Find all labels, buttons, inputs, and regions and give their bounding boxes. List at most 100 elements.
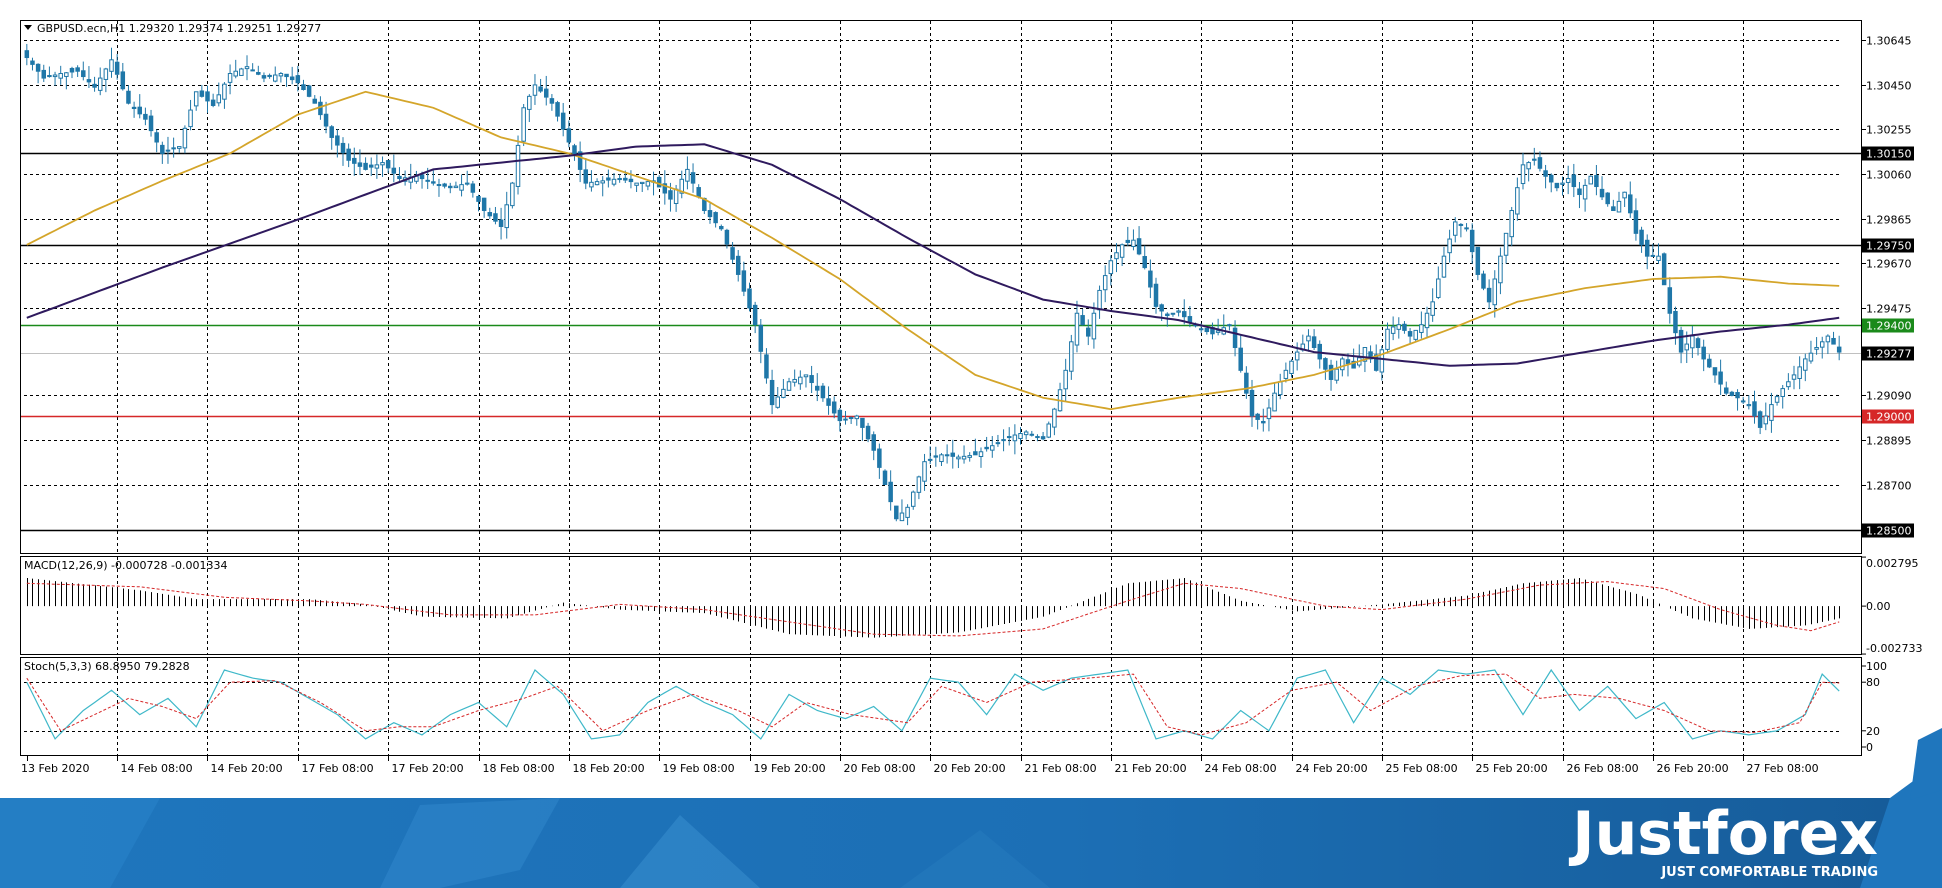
candle-body bbox=[1362, 347, 1368, 362]
candle-body bbox=[69, 67, 75, 73]
candle-body bbox=[1249, 389, 1255, 417]
candle-body bbox=[222, 83, 227, 100]
candle bbox=[555, 100, 560, 122]
candle-body bbox=[1368, 351, 1373, 360]
candle-body bbox=[1729, 391, 1735, 396]
candle bbox=[1656, 243, 1661, 264]
candle-body bbox=[1599, 188, 1605, 198]
time-label: 24 Feb 20:00 bbox=[1296, 762, 1368, 775]
candle bbox=[752, 301, 758, 334]
candle-body bbox=[1724, 387, 1729, 394]
candle-body bbox=[131, 106, 137, 110]
level-badge-label: 1.29277 bbox=[1866, 348, 1912, 361]
candle-body bbox=[340, 142, 346, 154]
candle bbox=[1763, 402, 1769, 431]
candle bbox=[1650, 243, 1656, 257]
candle-body bbox=[798, 376, 803, 385]
candle-body bbox=[1757, 411, 1763, 428]
candle-body bbox=[1029, 433, 1035, 436]
candle-body bbox=[639, 181, 645, 184]
candle-body bbox=[1289, 360, 1294, 374]
candle bbox=[933, 446, 939, 467]
candle-body bbox=[538, 86, 543, 92]
candle bbox=[1831, 331, 1836, 345]
candle bbox=[131, 101, 137, 118]
candle-body bbox=[1673, 310, 1678, 334]
candle-body bbox=[284, 73, 289, 78]
candle-body bbox=[990, 445, 995, 451]
candle bbox=[1334, 360, 1339, 384]
candle-body bbox=[1554, 182, 1560, 189]
candle bbox=[97, 67, 103, 96]
candle-body bbox=[126, 90, 131, 104]
candle-body bbox=[289, 76, 295, 81]
candle bbox=[1238, 335, 1243, 373]
candle-body bbox=[148, 115, 154, 132]
candle-body bbox=[843, 418, 848, 421]
candle bbox=[820, 383, 826, 402]
candle-body bbox=[1153, 283, 1159, 307]
candle bbox=[323, 101, 329, 134]
candle bbox=[1294, 342, 1300, 371]
candle bbox=[1707, 354, 1712, 369]
candle bbox=[894, 505, 899, 522]
price-tick-label: 1.30645 bbox=[1866, 35, 1912, 48]
candle bbox=[978, 447, 984, 468]
candle bbox=[837, 407, 843, 432]
horizontal-gridlines bbox=[24, 40, 1842, 486]
macd-pane bbox=[26, 578, 1840, 638]
candle bbox=[1379, 345, 1385, 381]
candle bbox=[75, 65, 80, 77]
candle bbox=[177, 146, 182, 153]
candle bbox=[459, 174, 464, 197]
stochastic-pane bbox=[24, 668, 1842, 740]
candle-body bbox=[47, 75, 52, 78]
candle-body bbox=[1537, 157, 1543, 169]
candle-body bbox=[1695, 338, 1701, 349]
time-label: 18 Feb 08:00 bbox=[483, 762, 555, 775]
symbol-header[interactable]: GBPUSD.ecn,H1 1.29320 1.29374 1.29251 1.… bbox=[24, 22, 321, 35]
candle bbox=[205, 85, 210, 113]
candle-body bbox=[589, 181, 594, 188]
candle-body bbox=[1577, 188, 1582, 196]
stoch-tick-label: 0 bbox=[1866, 741, 1873, 754]
horizontal-levels[interactable]: 1.30150 1.29750 1.29400 1.29277 1.29000 1.285… bbox=[21, 146, 1914, 538]
candle-body bbox=[86, 79, 92, 83]
candle-body bbox=[815, 385, 820, 391]
candle-body bbox=[442, 183, 447, 187]
candle-body bbox=[1283, 369, 1289, 379]
candle-body bbox=[1464, 227, 1469, 230]
candle-body bbox=[1176, 310, 1181, 313]
candle-body bbox=[448, 185, 453, 189]
candle-body bbox=[611, 178, 617, 185]
dropdown-triangle-icon[interactable] bbox=[24, 25, 32, 30]
candle-body bbox=[1526, 162, 1531, 170]
candle bbox=[1520, 152, 1526, 190]
candle bbox=[860, 417, 865, 441]
candle bbox=[1735, 389, 1740, 411]
candle bbox=[984, 436, 989, 452]
candle bbox=[1266, 398, 1272, 432]
candle bbox=[617, 174, 622, 183]
candle-body bbox=[1740, 400, 1746, 403]
candle bbox=[227, 64, 233, 95]
price-tick-label: 1.29670 bbox=[1866, 258, 1912, 271]
candle-body bbox=[1119, 244, 1125, 258]
candle-body bbox=[781, 388, 786, 398]
price-tick-label: 1.28700 bbox=[1866, 480, 1912, 493]
candle bbox=[939, 453, 944, 466]
candle-body bbox=[1548, 174, 1554, 183]
candle-body bbox=[577, 151, 583, 170]
candle-body bbox=[1080, 315, 1085, 326]
candle-body bbox=[436, 184, 442, 187]
candle bbox=[103, 67, 109, 93]
candle bbox=[357, 149, 363, 176]
candle bbox=[1486, 279, 1492, 309]
candle-body bbox=[1086, 327, 1091, 337]
candle-body bbox=[645, 181, 651, 187]
candle bbox=[335, 129, 340, 158]
candle bbox=[143, 107, 148, 126]
candle-body bbox=[171, 147, 176, 150]
candle bbox=[86, 66, 92, 88]
level-badge bbox=[1862, 346, 1914, 361]
